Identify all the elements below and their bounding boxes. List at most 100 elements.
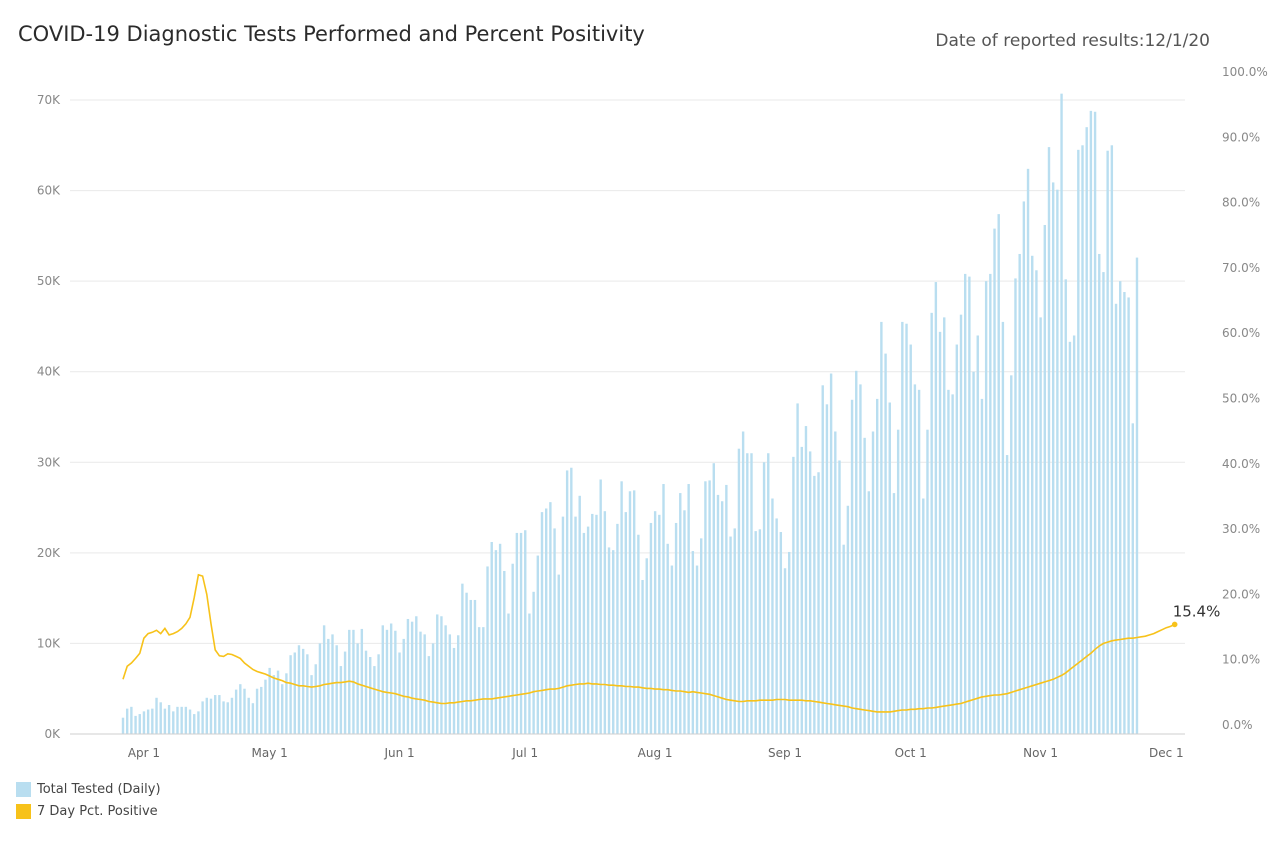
bar — [783, 568, 787, 734]
bar — [905, 323, 908, 734]
bar — [926, 429, 929, 734]
bar — [888, 402, 891, 734]
legend-swatch-bars — [16, 781, 31, 797]
bar — [758, 529, 762, 734]
bar — [197, 711, 200, 734]
bar — [419, 631, 422, 734]
bar — [645, 558, 648, 734]
bar — [184, 706, 188, 734]
bar — [674, 522, 678, 734]
bar — [385, 629, 389, 734]
legend: Total Tested (Daily) 7 Day Pct. Positive — [16, 778, 161, 822]
bar — [213, 695, 217, 734]
bar — [578, 495, 581, 734]
bar — [1106, 150, 1109, 735]
bar — [473, 599, 477, 734]
bar — [285, 673, 288, 734]
bar — [1127, 297, 1130, 734]
bar — [595, 514, 598, 734]
x-axis: Apr 1 May 1 Jun 1 Jul 1 Aug 1 Sep 1 Oct 1 Nov 1… — [70, 733, 1185, 760]
bar — [524, 530, 527, 734]
right-tick-label: 100.0% — [1222, 65, 1268, 79]
right-tick-label: 90.0% — [1222, 130, 1260, 144]
bar — [624, 512, 627, 734]
x-tick-label: Nov 1 — [1023, 746, 1058, 760]
bar — [808, 451, 812, 734]
bar — [943, 317, 946, 734]
bar — [683, 510, 686, 734]
bar — [662, 484, 665, 734]
right-axis: 0.0% 10.0% 20.0% 30.0% 40.0% 50.0% 60.0% 70.0% 8… — [1222, 65, 1268, 732]
bar — [871, 431, 875, 734]
bar — [762, 462, 766, 734]
right-tick-label: 80.0% — [1222, 196, 1260, 210]
bar — [314, 664, 317, 734]
bar — [1131, 423, 1134, 734]
left-axis: 0K 10K 20K 30K 40K 50K 60K 70K — [37, 93, 61, 741]
positivity-end-label: 15.4% — [1173, 602, 1221, 620]
bar — [373, 666, 376, 734]
bar — [834, 431, 837, 734]
bar — [733, 528, 736, 734]
left-tick-label: 20K — [37, 546, 61, 560]
bar — [909, 344, 912, 734]
left-tick-label: 0K — [44, 727, 61, 741]
line-series: 15.4% — [122, 573, 1221, 713]
bar — [1035, 270, 1038, 734]
bar — [863, 437, 866, 734]
bar — [402, 638, 405, 734]
bar — [1102, 272, 1105, 734]
bar — [1039, 317, 1042, 734]
bar — [951, 394, 954, 734]
bar — [469, 599, 472, 734]
bar — [989, 273, 992, 734]
bar — [188, 709, 192, 734]
bar — [222, 701, 225, 734]
bar — [1060, 93, 1063, 734]
right-tick-label: 70.0% — [1222, 261, 1260, 275]
bar — [1077, 149, 1080, 735]
bar — [993, 228, 996, 734]
bar — [779, 532, 783, 734]
bar — [193, 714, 196, 734]
bar — [255, 688, 259, 734]
bar — [754, 531, 757, 734]
bar — [1005, 455, 1009, 734]
bar — [494, 550, 498, 734]
bar — [264, 679, 267, 734]
bar — [230, 697, 234, 734]
right-tick-label: 10.0% — [1222, 653, 1260, 667]
bar — [741, 431, 745, 734]
bar — [121, 717, 125, 734]
bar — [507, 613, 510, 734]
bar — [532, 591, 535, 734]
bar — [155, 697, 158, 734]
bar — [549, 502, 552, 734]
bar — [838, 460, 841, 734]
bar — [712, 463, 715, 734]
bar — [821, 385, 824, 734]
bar — [775, 518, 778, 734]
bar — [398, 652, 401, 734]
bar — [172, 711, 175, 734]
bar — [293, 652, 296, 734]
bar — [389, 623, 393, 734]
bar — [515, 532, 519, 734]
bar — [465, 592, 468, 734]
bar — [306, 654, 309, 734]
bar — [574, 516, 577, 734]
bar — [1135, 257, 1139, 734]
left-tick-label: 50K — [37, 274, 61, 288]
legend-item-line[interactable]: 7 Day Pct. Positive — [16, 800, 161, 822]
x-tick-label: Jun 1 — [383, 746, 414, 760]
bar — [796, 403, 799, 734]
bar — [1081, 145, 1084, 735]
bar — [163, 708, 167, 734]
legend-item-bars[interactable]: Total Tested (Daily) — [16, 778, 161, 800]
bar — [788, 551, 791, 734]
bar — [318, 643, 322, 734]
bar — [1098, 253, 1101, 734]
bar — [670, 565, 674, 734]
bar — [452, 647, 456, 734]
